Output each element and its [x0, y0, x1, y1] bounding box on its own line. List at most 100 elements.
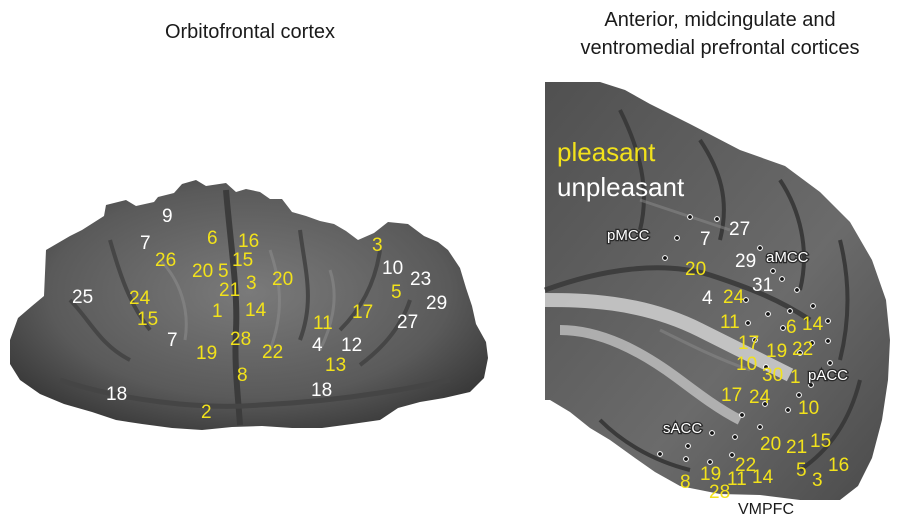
ofc-label: 8 — [237, 365, 248, 386]
ofc-label: 16 — [238, 231, 259, 252]
cingulate-label: 17 — [738, 333, 759, 354]
cingulate-label: 11 — [720, 312, 740, 333]
coordinate-dot — [770, 268, 776, 274]
ofc-label: 4 — [312, 335, 323, 356]
coordinate-dot — [685, 443, 691, 449]
ofc-label: 15 — [232, 250, 253, 271]
ofc-label: 27 — [397, 312, 418, 333]
legend-pleasant: pleasant — [557, 137, 656, 167]
cingulate-label: 24 — [723, 287, 745, 308]
coordinate-dot — [779, 276, 785, 282]
coordinate-dot — [687, 214, 693, 220]
coordinate-dot — [763, 364, 769, 370]
title-cingulate-line1: Anterior, midcingulate and — [604, 9, 836, 31]
cingulate-label: 14 — [802, 314, 824, 335]
cingulate-label: 22 — [792, 339, 813, 360]
legend-unpleasant: unpleasant — [557, 172, 685, 202]
ofc-label: 18 — [311, 380, 332, 401]
cingulate-label: 6 — [786, 317, 797, 338]
orbitofrontal-slice — [10, 180, 488, 430]
coordinate-dot — [745, 320, 751, 326]
cingulate-label: 30 — [762, 365, 783, 386]
coordinate-dot — [714, 216, 720, 222]
cingulate-label: 29 — [735, 251, 756, 272]
coordinate-dot — [797, 350, 803, 356]
ofc-label: 12 — [341, 335, 362, 356]
coordinate-dot — [752, 337, 758, 343]
cingulate-label: 31 — [752, 275, 773, 296]
cingulate-label: 16 — [828, 455, 849, 476]
cingulate-label: 10 — [736, 354, 757, 375]
coordinate-dot — [757, 424, 763, 430]
coordinate-dot — [825, 338, 831, 344]
coordinate-dot — [810, 303, 816, 309]
coordinate-dot — [683, 456, 689, 462]
cingulate-label: 22 — [735, 455, 756, 476]
cingulate-label: 17 — [721, 385, 742, 406]
coordinate-dot — [662, 255, 668, 261]
cingulate-label: 20 — [685, 259, 706, 280]
coordinate-dots — [657, 214, 833, 465]
ofc-label: 14 — [245, 300, 267, 321]
cingulate-label: 15 — [810, 431, 831, 452]
ofc-label: 23 — [410, 269, 431, 290]
coordinate-dot — [674, 235, 680, 241]
coordinate-dot — [762, 401, 768, 407]
title-cingulate: Anterior, midcingulate and ventromedial … — [545, 6, 895, 62]
coordinate-dot — [732, 434, 738, 440]
ofc-label: 19 — [196, 343, 217, 364]
cingulate-label: 19 — [766, 341, 787, 362]
region-amcc: aMCC — [766, 249, 809, 266]
region-vmpfc: VMPFC — [738, 501, 794, 515]
ofc-label: 26 — [155, 250, 176, 271]
title-cingulate-line2: ventromedial prefrontal cortices — [580, 37, 860, 59]
ofc-label: 9 — [162, 206, 173, 227]
cingulate-label: 5 — [796, 460, 807, 481]
title-orbitofrontal: Orbitofrontal cortex — [164, 21, 336, 43]
coordinate-dot — [765, 311, 771, 317]
coordinate-dot — [809, 340, 815, 346]
ofc-label: 1 — [212, 301, 223, 322]
ofc-label: 5 — [391, 282, 402, 303]
ofc-label: 11 — [313, 313, 333, 334]
cingulate-label: 7 — [700, 229, 711, 250]
coordinate-dot — [709, 430, 715, 436]
coordinate-dot — [743, 297, 749, 303]
coordinate-dot — [780, 325, 786, 331]
ofc-label: 25 — [72, 287, 93, 308]
ofc-label: 20 — [192, 261, 213, 282]
cingulate-label: 28 — [709, 482, 730, 503]
ofc-label: 18 — [106, 384, 127, 405]
coordinate-dot — [739, 412, 745, 418]
ofc-label: 22 — [262, 342, 283, 363]
ofc-label: 17 — [352, 302, 373, 323]
coordinate-dot — [787, 308, 793, 314]
cingulate-label: 3 — [812, 470, 823, 491]
cingulate-label: 24 — [749, 387, 771, 408]
ofc-label: 5 — [218, 261, 229, 282]
coordinate-dot — [825, 318, 831, 324]
coordinate-dot — [796, 392, 802, 398]
cingulate-slice — [544, 82, 890, 500]
coordinate-dot — [757, 245, 763, 251]
cingulate-label: 10 — [798, 398, 819, 419]
ofc-label: 6 — [207, 228, 218, 249]
ofc-label: 15 — [137, 309, 158, 330]
coordinate-dot — [729, 452, 735, 458]
coordinate-dot — [808, 382, 814, 388]
cingulate-label: 4 — [702, 288, 713, 309]
ofc-label: 24 — [129, 288, 151, 309]
cingulate-label: 20 — [760, 434, 781, 455]
region-sacc: sACC — [663, 420, 702, 437]
ofc-label: 7 — [167, 330, 178, 351]
cingulate-label: 11 — [727, 469, 747, 490]
coordinate-dot — [785, 407, 791, 413]
ofc-label: 7 — [140, 233, 151, 254]
coordinate-dot — [657, 451, 663, 457]
coordinate-dot — [707, 459, 713, 465]
ofc-label: 3 — [246, 273, 257, 294]
ofc-label: 29 — [426, 293, 447, 314]
